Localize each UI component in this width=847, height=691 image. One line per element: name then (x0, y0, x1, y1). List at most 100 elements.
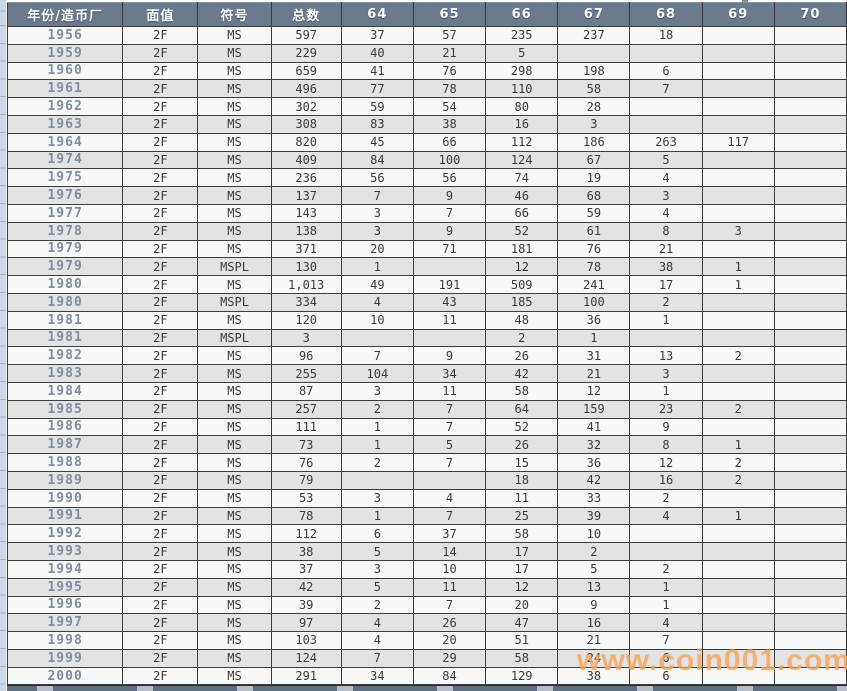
grade-70-cell[interactable] (773, 257, 847, 277)
year-cell[interactable]: 2000 (6, 666, 124, 686)
grade-69-cell[interactable] (701, 310, 775, 330)
grade-68-cell[interactable]: 23 (629, 399, 703, 419)
grade-69-cell[interactable] (701, 648, 775, 668)
grade-67-cell[interactable]: 41 (557, 417, 631, 437)
grade-69-cell[interactable] (701, 97, 775, 116)
grade-67-cell[interactable]: 186 (557, 132, 631, 152)
grade-64-cell[interactable]: 37 (340, 26, 414, 45)
grade-67-cell[interactable]: 237 (557, 26, 631, 45)
grade-68-cell[interactable]: 1 (629, 310, 703, 330)
grade-67-cell[interactable]: 76 (557, 239, 631, 259)
total-cell[interactable]: 229 (270, 43, 342, 63)
grade-69-cell[interactable] (701, 79, 775, 99)
grade-66-cell[interactable]: 18 (485, 470, 559, 490)
grade-64-cell[interactable]: 104 (340, 364, 414, 383)
year-cell[interactable]: 1964 (6, 132, 124, 152)
total-cell[interactable]: 255 (270, 364, 342, 383)
grade-69-cell[interactable] (701, 613, 775, 633)
grade-66-cell[interactable]: 17 (485, 559, 559, 579)
year-cell[interactable]: 1980 (6, 275, 124, 294)
total-cell[interactable]: 97 (270, 613, 342, 633)
total-cell[interactable]: 120 (270, 310, 342, 330)
grade-68-cell[interactable]: 7 (629, 79, 703, 99)
grade-64-cell[interactable]: 7 (340, 346, 414, 366)
year-cell[interactable]: 1988 (6, 453, 124, 472)
grade-64-cell[interactable]: 3 (340, 381, 414, 401)
grade-64-cell[interactable]: 7 (340, 186, 414, 205)
year-cell[interactable]: 1987 (6, 435, 124, 455)
grade-69-cell[interactable]: 2 (701, 346, 775, 366)
grade-66-cell[interactable]: 58 (485, 381, 559, 401)
grade-68-cell[interactable]: 1 (629, 577, 703, 597)
grade-64-cell[interactable] (340, 328, 414, 348)
grade-65-cell[interactable]: 78 (412, 79, 487, 99)
grade-70-cell[interactable] (773, 79, 847, 99)
total-cell[interactable]: 112 (270, 524, 342, 544)
grade-66-cell[interactable]: 66 (485, 203, 559, 223)
grade-66-cell[interactable]: 51 (485, 631, 559, 650)
denomination-cell[interactable]: 2F (122, 453, 199, 472)
symbol-cell[interactable]: MS (197, 381, 272, 401)
grade-66-cell[interactable]: 58 (485, 648, 559, 668)
grade-68-cell[interactable]: 3 (629, 186, 703, 205)
total-cell[interactable]: 53 (270, 488, 342, 508)
total-cell[interactable]: 130 (270, 257, 342, 277)
grade-65-cell[interactable]: 34 (412, 364, 487, 383)
denomination-cell[interactable]: 2F (122, 577, 199, 597)
grade-67-cell[interactable]: 36 (557, 453, 631, 472)
grade-65-cell[interactable]: 7 (412, 506, 487, 526)
symbol-cell[interactable]: MS (197, 346, 272, 366)
year-cell[interactable]: 1975 (6, 168, 124, 188)
grade-65-cell[interactable]: 38 (412, 114, 487, 134)
grade-64-cell[interactable]: 59 (340, 97, 414, 116)
grade-69-cell[interactable] (701, 61, 775, 81)
grade-65-cell[interactable]: 71 (412, 239, 487, 259)
grade-68-cell[interactable] (629, 43, 703, 63)
total-cell[interactable]: 76 (270, 453, 342, 472)
symbol-cell[interactable]: MS (197, 97, 272, 116)
symbol-cell[interactable]: MS (197, 43, 272, 63)
grade-68-cell[interactable]: 3 (629, 364, 703, 383)
grade-64-cell[interactable]: 49 (340, 275, 414, 294)
grade-67-cell[interactable]: 19 (557, 168, 631, 188)
grade-66-cell[interactable]: 110 (485, 79, 559, 99)
symbol-cell[interactable]: MS (197, 79, 272, 99)
grade-64-cell[interactable]: 10 (340, 310, 414, 330)
symbol-cell[interactable]: MS (197, 168, 272, 188)
grade-67-cell[interactable]: 61 (557, 221, 631, 241)
grade-70-cell[interactable] (773, 275, 847, 294)
grade-64-cell[interactable]: 84 (340, 150, 414, 170)
grade-67-cell[interactable]: 100 (557, 292, 631, 312)
year-cell[interactable]: 1991 (6, 506, 124, 526)
grade-68-cell[interactable]: 17 (629, 275, 703, 294)
grade-69-cell[interactable] (701, 150, 775, 170)
denomination-cell[interactable]: 2F (122, 79, 199, 99)
grade-70-cell[interactable] (773, 666, 847, 686)
grade-67-cell[interactable]: 5 (557, 559, 631, 579)
denomination-cell[interactable]: 2F (122, 132, 199, 152)
total-cell[interactable]: 143 (270, 203, 342, 223)
total-cell[interactable]: 137 (270, 186, 342, 205)
grade-64-cell[interactable]: 40 (340, 43, 414, 63)
grade-65-cell[interactable]: 9 (412, 186, 487, 205)
denomination-cell[interactable]: 2F (122, 43, 199, 63)
grade-64-cell[interactable]: 34 (340, 666, 414, 686)
grade-68-cell[interactable]: 8 (629, 221, 703, 241)
year-cell[interactable]: 1985 (6, 399, 124, 419)
grade-70-cell[interactable] (773, 292, 847, 312)
grade-66-cell[interactable]: 47 (485, 613, 559, 633)
grade-66-cell[interactable]: 124 (485, 150, 559, 170)
denomination-cell[interactable]: 2F (122, 61, 199, 81)
grade-68-cell[interactable]: 7 (629, 631, 703, 650)
grade-64-cell[interactable]: 4 (340, 292, 414, 312)
grade-67-cell[interactable]: 68 (557, 186, 631, 205)
total-cell[interactable]: 308 (270, 114, 342, 134)
grade-67-cell[interactable]: 78 (557, 257, 631, 277)
grade-69-cell[interactable]: 1 (701, 257, 775, 277)
grade-66-cell[interactable]: 12 (485, 577, 559, 597)
grade-70-cell[interactable] (773, 97, 847, 116)
grade-65-cell[interactable]: 7 (412, 595, 487, 615)
grade-66-cell[interactable]: 2 (485, 328, 559, 348)
grade-68-cell[interactable]: 6 (629, 666, 703, 686)
year-cell[interactable]: 1996 (6, 595, 124, 615)
